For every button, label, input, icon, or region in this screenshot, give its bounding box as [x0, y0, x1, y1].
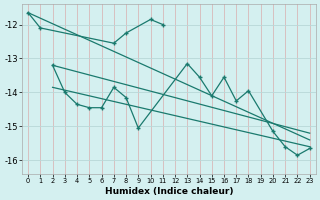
- X-axis label: Humidex (Indice chaleur): Humidex (Indice chaleur): [105, 187, 233, 196]
